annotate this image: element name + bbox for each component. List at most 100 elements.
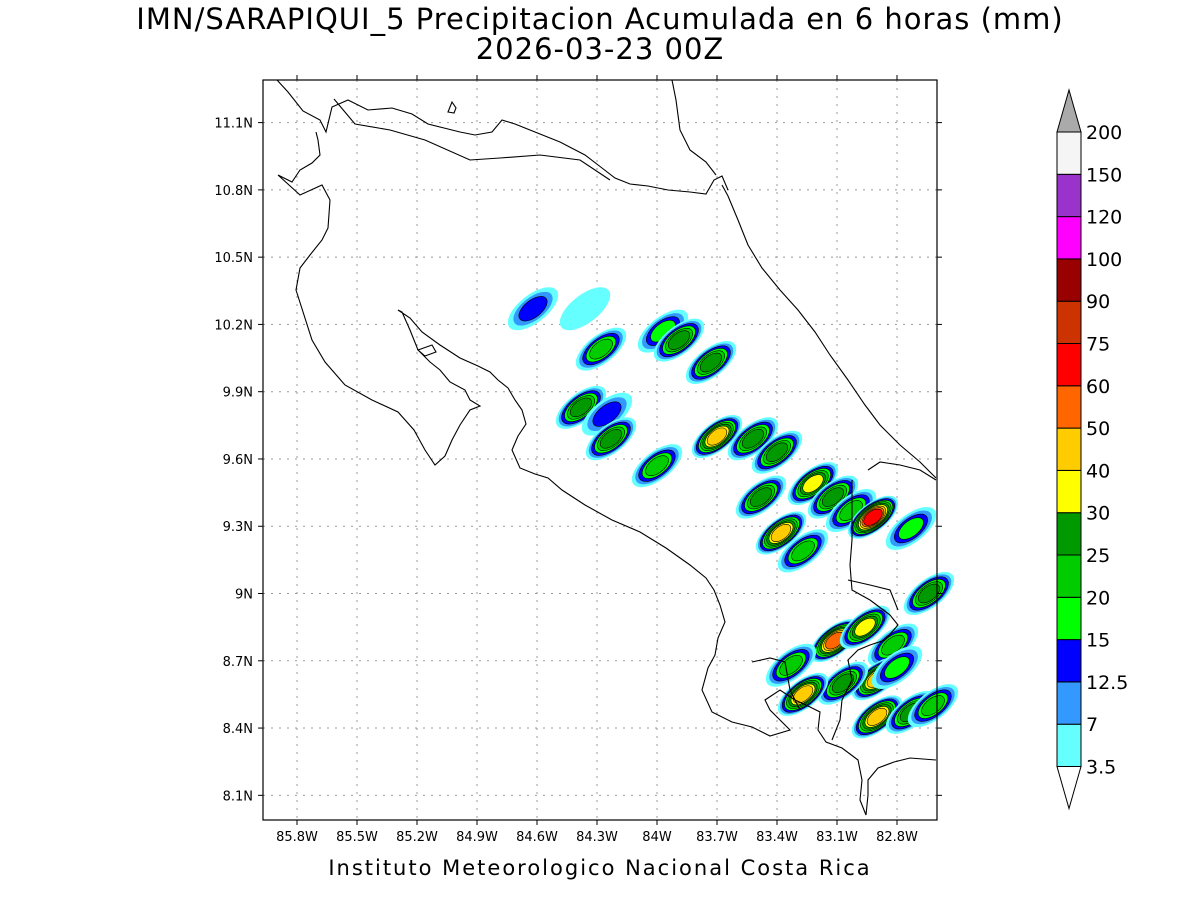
precip-contour-20 bbox=[779, 654, 803, 676]
precip-contour-30 bbox=[802, 474, 824, 493]
precip-cell bbox=[685, 341, 737, 385]
precip-cell bbox=[637, 309, 689, 353]
lon-tick-label: 83.7W bbox=[696, 830, 738, 845]
colorbar-box-50 bbox=[1056, 385, 1082, 429]
colorbar-label: 100 bbox=[1086, 249, 1122, 271]
lat-tick-label: 10.5N bbox=[214, 251, 253, 266]
colorbar-upper-arrow bbox=[1056, 88, 1082, 133]
colorbar-label: 15 bbox=[1086, 630, 1110, 652]
colorbar-box-25 bbox=[1056, 512, 1082, 556]
lon-tick-label: 85.2W bbox=[396, 830, 438, 845]
north-coastline bbox=[276, 79, 729, 195]
precip-cell bbox=[851, 695, 903, 739]
lon-tick-label: 84W bbox=[642, 830, 672, 845]
colorbar-label: 40 bbox=[1086, 460, 1110, 482]
colorbar-box-7 bbox=[1056, 681, 1082, 725]
colorbar-box-20 bbox=[1056, 554, 1082, 598]
colorbar-label: 90 bbox=[1086, 291, 1110, 313]
colorbar-label: 120 bbox=[1086, 207, 1122, 229]
colorbar-label: 50 bbox=[1086, 418, 1110, 440]
lon-tick-label: 84.9W bbox=[456, 830, 498, 845]
islet-north bbox=[447, 100, 457, 114]
footer-credit: Instituto Meteorologico Nacional Costa R… bbox=[328, 856, 872, 880]
colorbar-lower-arrow bbox=[1056, 766, 1082, 811]
colorbar-box-15 bbox=[1056, 596, 1082, 641]
precip-cell bbox=[867, 623, 919, 667]
precip-contour-20 bbox=[645, 455, 669, 477]
nicaragua-lake-shore bbox=[333, 98, 611, 181]
precip-cell bbox=[777, 529, 829, 573]
colorbar-label: 20 bbox=[1086, 587, 1110, 609]
precip-contour-25 bbox=[749, 487, 773, 507]
precip-cell bbox=[885, 506, 937, 550]
precip-cell bbox=[507, 287, 559, 331]
precip-cell bbox=[807, 475, 859, 519]
precip-cell bbox=[847, 495, 899, 539]
lon-tick-label: 85.8W bbox=[276, 830, 318, 845]
lon-tick-label: 84.3W bbox=[576, 830, 618, 845]
precip-contour-25 bbox=[599, 429, 623, 449]
precip-contour-25 bbox=[821, 487, 845, 507]
lon-tick-label: 83.4W bbox=[756, 830, 798, 845]
lat-tick-label: 9.9N bbox=[223, 386, 253, 401]
lat-tick-label: 9N bbox=[235, 588, 253, 603]
map-datetime: 2026-03-23 00Z bbox=[475, 32, 725, 66]
colorbar-label: 25 bbox=[1086, 545, 1110, 567]
osa-border bbox=[751, 657, 801, 711]
colorbar-box-150 bbox=[1056, 131, 1082, 175]
precip-cell bbox=[839, 605, 891, 649]
precip-contour-20 bbox=[791, 540, 815, 562]
colorbar-box-90 bbox=[1056, 258, 1082, 302]
precip-cell bbox=[907, 684, 959, 728]
lat-tick-label: 8.4N bbox=[223, 722, 253, 737]
lat-tick-label: 9.3N bbox=[223, 520, 253, 535]
precip-contour-20 bbox=[589, 338, 613, 360]
longitude-tick-labels: 85.8W 85.5W 85.2W 84.9W 84.6W 84.3W 84W 83.7W 83… bbox=[276, 830, 918, 845]
lat-tick-label: 9.6N bbox=[223, 453, 253, 468]
colorbar-box-12.5 bbox=[1056, 639, 1082, 683]
precip-cell bbox=[559, 287, 611, 331]
gulf-inlet bbox=[416, 344, 437, 357]
precip-cell bbox=[755, 511, 807, 555]
precip-contour-30 bbox=[854, 617, 876, 637]
colorbar-box-60 bbox=[1056, 343, 1082, 387]
axis-ticks bbox=[258, 75, 942, 825]
precip-contour-25 bbox=[699, 352, 723, 373]
precip-contour-15 bbox=[898, 517, 924, 540]
precip-cell bbox=[585, 417, 637, 461]
lat-tick-label: 10.8N bbox=[214, 184, 253, 199]
precip-cell bbox=[575, 327, 627, 371]
precip-contour-25 bbox=[667, 330, 691, 350]
colorbar-label: 60 bbox=[1086, 376, 1110, 398]
lat-tick-label: 8.7N bbox=[223, 655, 253, 670]
colorbar-label: 75 bbox=[1086, 334, 1110, 356]
precip-contour-12.5 bbox=[518, 296, 548, 322]
panama-coast bbox=[867, 461, 937, 481]
precip-contour-40 bbox=[706, 427, 728, 446]
precip-contour-40 bbox=[770, 523, 792, 542]
pacific-coast-west bbox=[277, 131, 937, 816]
colorbar-label: 3.5 bbox=[1086, 757, 1116, 779]
lon-tick-label: 85.5W bbox=[336, 830, 378, 845]
colorbar-labels: 3.5 7 12.5 15 20 25 30 40 50 60 75 90 100 120 150 200 bbox=[1086, 122, 1128, 779]
precip-contour-60 bbox=[863, 508, 883, 526]
colorbar-box-30 bbox=[1056, 469, 1082, 514]
panama-border bbox=[831, 480, 899, 741]
map-frame bbox=[262, 79, 938, 821]
precip-cell bbox=[691, 415, 743, 459]
precip-cell bbox=[727, 417, 779, 461]
river-border bbox=[671, 79, 717, 176]
lat-tick-label: 8.1N bbox=[223, 789, 253, 804]
precip-cell bbox=[765, 643, 817, 687]
lat-tick-label: 11.1N bbox=[214, 117, 253, 132]
lon-tick-label: 84.6W bbox=[516, 830, 558, 845]
precip-cell bbox=[631, 444, 683, 488]
precipitation-field bbox=[507, 287, 959, 739]
precip-contour-40 bbox=[792, 685, 814, 704]
colorbar-label: 12.5 bbox=[1086, 672, 1128, 694]
latitude-tick-labels: 11.1N 10.8N 10.5N 10.2N 9.9N 9.6N 9.3N 9N 8.7N 8.… bbox=[214, 117, 253, 805]
colorbar-label: 150 bbox=[1086, 164, 1122, 186]
coastline-outlines bbox=[276, 79, 937, 816]
precip-cell bbox=[871, 646, 923, 690]
